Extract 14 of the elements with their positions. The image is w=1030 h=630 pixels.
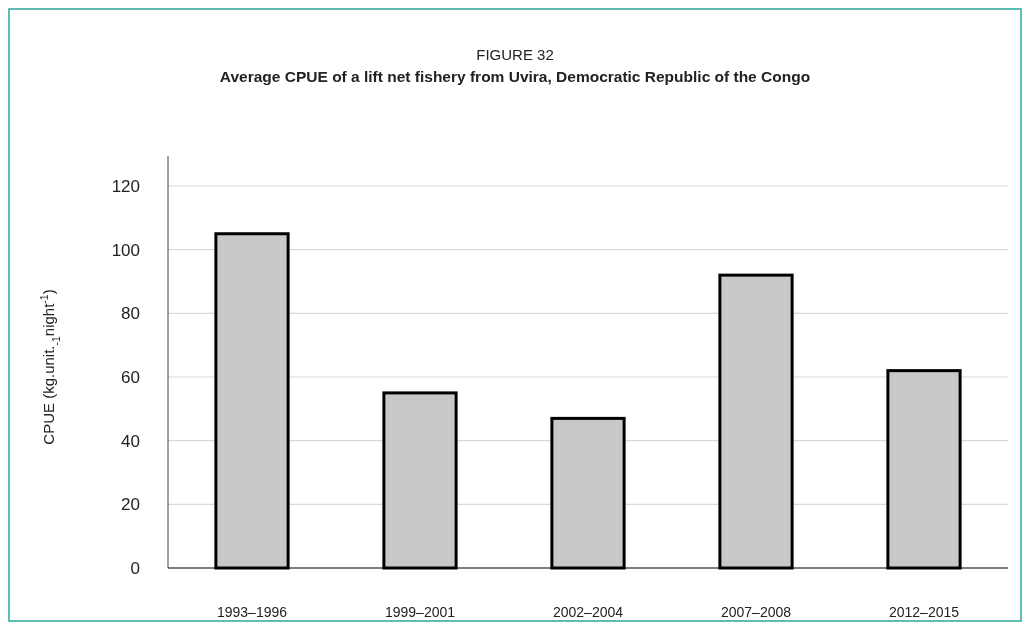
x-tick-label: 1999–2001 [384,604,456,620]
y-tick-label: 80 [121,304,140,324]
chart-subtitle: Average CPUE of a lift net fishery from Uvira, Democratic Republic of the Congo [219,68,811,85]
y-tick-label: 60 [121,367,140,387]
x-tick-label: 2002–2004 [552,604,624,620]
y-tick-label: 100 [111,240,140,260]
y-tick-label: 20 [121,495,140,515]
y-tick-label: 40 [121,431,140,451]
x-tick-label: 2012–2015 [888,604,960,620]
y-tick-label: 120 [111,176,140,196]
y-tick-label: 0 [130,558,140,578]
chart-title: FIGURE 32 [476,46,554,63]
x-tick-label: 2007–2008 [720,604,792,620]
x-tick-label: 1993–1996 [216,604,288,620]
